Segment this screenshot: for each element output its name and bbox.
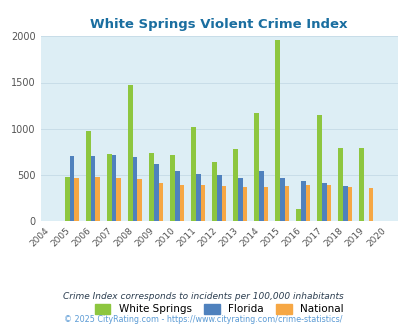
Bar	[242, 187, 247, 221]
Title: White Springs Violent Crime Index: White Springs Violent Crime Index	[90, 18, 347, 31]
Bar	[347, 187, 352, 221]
Bar	[317, 115, 321, 221]
Bar	[342, 186, 347, 221]
Bar	[279, 178, 284, 221]
Bar	[196, 174, 200, 221]
Bar	[107, 154, 111, 221]
Bar	[305, 185, 309, 221]
Bar	[212, 161, 216, 221]
Bar	[258, 171, 263, 221]
Bar	[65, 177, 70, 221]
Bar	[111, 155, 116, 221]
Bar	[86, 131, 91, 221]
Bar	[137, 179, 142, 221]
Bar	[326, 184, 330, 221]
Bar	[284, 186, 288, 221]
Bar	[338, 148, 342, 221]
Bar	[237, 178, 242, 221]
Bar	[95, 177, 100, 221]
Bar	[179, 185, 184, 221]
Legend: White Springs, Florida, National: White Springs, Florida, National	[94, 304, 343, 314]
Bar	[175, 171, 179, 221]
Bar	[153, 164, 158, 221]
Text: Crime Index corresponds to incidents per 100,000 inhabitants: Crime Index corresponds to incidents per…	[62, 292, 343, 301]
Bar	[296, 209, 300, 221]
Bar	[275, 40, 279, 221]
Bar	[70, 156, 74, 221]
Bar	[191, 127, 196, 221]
Bar	[170, 155, 175, 221]
Bar	[158, 183, 163, 221]
Bar	[132, 157, 137, 221]
Bar	[368, 188, 372, 221]
Bar	[216, 175, 221, 221]
Text: © 2025 CityRating.com - https://www.cityrating.com/crime-statistics/: © 2025 CityRating.com - https://www.city…	[64, 315, 341, 324]
Bar	[358, 148, 363, 221]
Bar	[221, 185, 226, 221]
Bar	[200, 185, 205, 221]
Bar	[263, 187, 268, 221]
Bar	[74, 178, 79, 221]
Bar	[149, 153, 153, 221]
Bar	[254, 113, 258, 221]
Bar	[116, 178, 121, 221]
Bar	[128, 85, 132, 221]
Bar	[321, 183, 326, 221]
Bar	[233, 149, 237, 221]
Bar	[300, 182, 305, 221]
Bar	[91, 156, 95, 221]
